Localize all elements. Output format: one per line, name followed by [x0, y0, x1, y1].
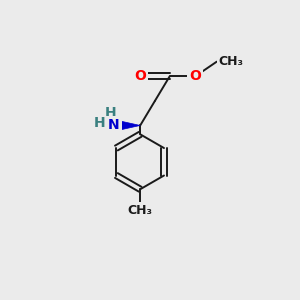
Text: CH₃: CH₃ — [128, 204, 153, 218]
Polygon shape — [114, 120, 140, 131]
Text: O: O — [134, 69, 146, 83]
Text: H: H — [94, 116, 106, 130]
Text: O: O — [189, 69, 201, 83]
Text: CH₃: CH₃ — [219, 55, 244, 68]
Text: N: N — [108, 118, 119, 133]
Text: H: H — [105, 106, 117, 120]
